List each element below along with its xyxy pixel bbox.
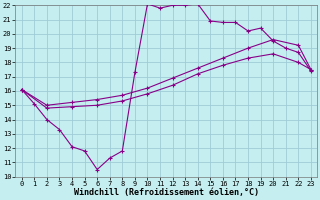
X-axis label: Windchill (Refroidissement éolien,°C): Windchill (Refroidissement éolien,°C) <box>74 188 259 197</box>
